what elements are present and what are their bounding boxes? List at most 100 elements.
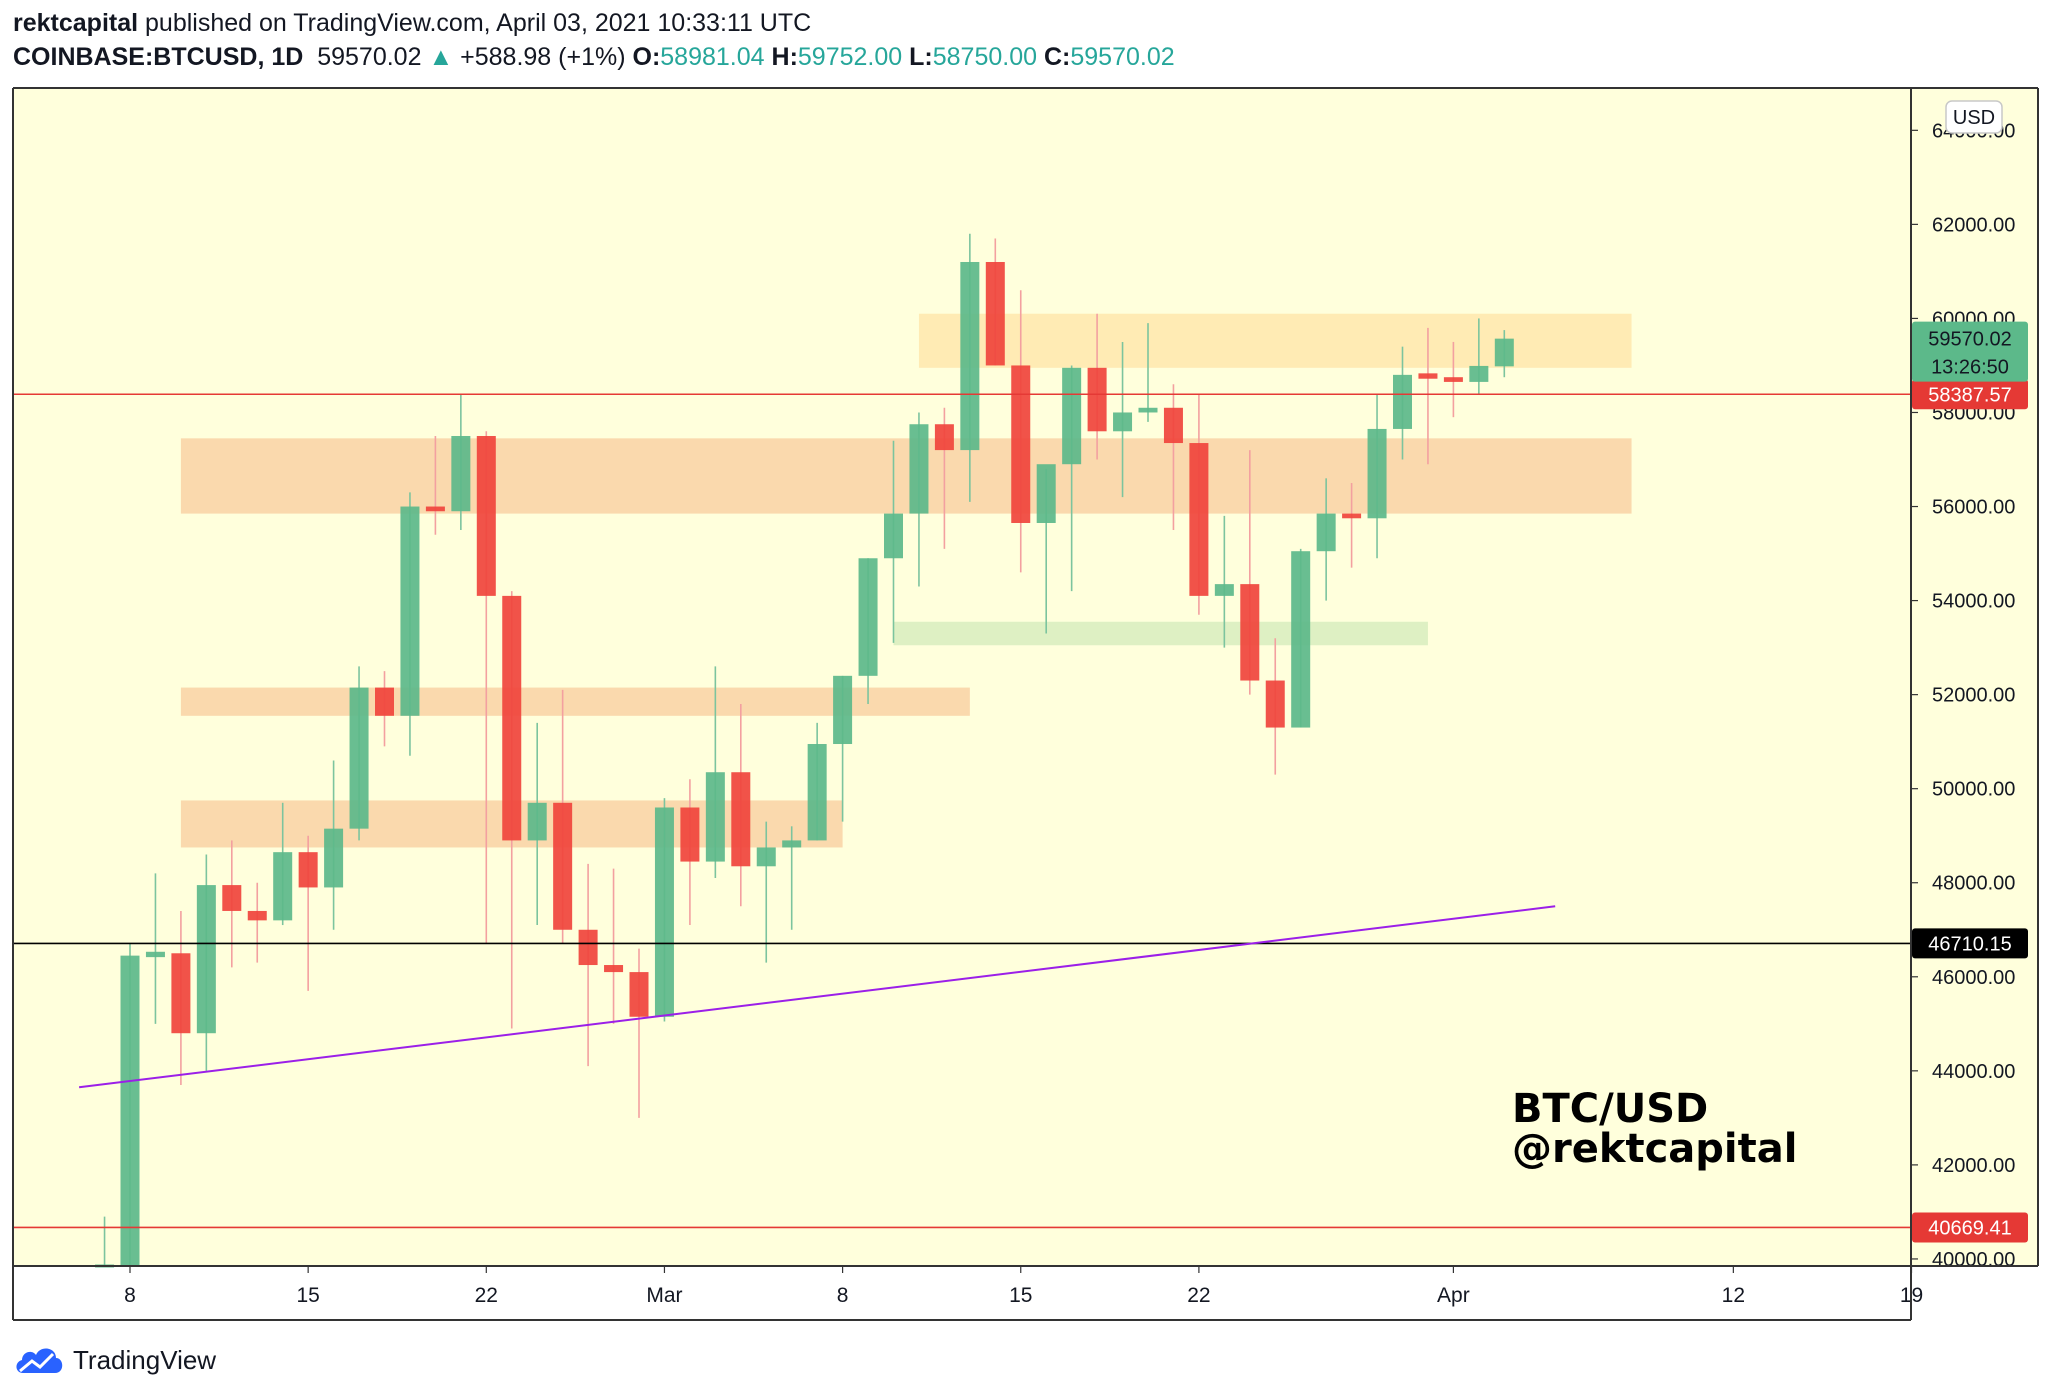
candle-up — [1367, 428, 1387, 519]
price-axis-background[interactable] — [1911, 88, 2038, 1266]
zones-layer — [180, 313, 1632, 848]
line-label-40669.41: 40669.41 — [1928, 1217, 2011, 1239]
x-tick-label: 12 — [1722, 1284, 1745, 1307]
x-tick-label: 15 — [1009, 1284, 1032, 1307]
open-label: O: — [632, 43, 661, 71]
candle-down — [476, 435, 496, 596]
usd-badge[interactable]: USD — [1945, 100, 2003, 134]
candle-down — [934, 424, 954, 451]
ohlc-line: COINBASE:BTCUSD, 1D 59570.02 ▲ +588.98 (… — [13, 40, 1175, 74]
last-price-label: 59570.02 — [1928, 329, 2011, 351]
trendline-layer — [78, 905, 1556, 1089]
candle-up — [960, 261, 980, 451]
candle-up — [527, 802, 547, 841]
candle-down — [731, 772, 751, 867]
candle-down — [247, 910, 267, 921]
tradingview-footer[interactable]: TradingView — [13, 1340, 216, 1380]
line-label-58387.57: 58387.57 — [1928, 384, 2011, 406]
y-tick-label: 48000.00 — [1932, 873, 2015, 895]
line-label-40669.41-box — [1912, 1212, 2028, 1243]
y-tick-label: 54000.00 — [1932, 591, 2015, 613]
candle-up — [273, 852, 293, 921]
change-value: +588.98 (+1%) — [460, 43, 626, 71]
y-tick-label: 44000.00 — [1932, 1061, 2015, 1083]
x-tick-label: 22 — [475, 1284, 498, 1307]
candle-down — [1443, 377, 1463, 382]
x-tick-label: 22 — [1187, 1284, 1210, 1307]
close-value: 59570.02 — [1070, 43, 1175, 71]
y-tick-label: 52000.00 — [1932, 685, 2015, 707]
bodies-layer — [95, 261, 1514, 1268]
candle-up — [833, 675, 853, 745]
high-value: 59752.00 — [797, 43, 903, 71]
candle-down — [1240, 584, 1260, 681]
candle-up — [1036, 464, 1056, 523]
y-tick-label: 46000.00 — [1932, 967, 2015, 989]
trendline — [78, 905, 1556, 1089]
candle-down — [1418, 373, 1438, 379]
bar-countdown-label: 13:26:50 — [1931, 357, 2009, 379]
y-tick-label: 50000.00 — [1932, 779, 2015, 801]
last-price: 59570.02 — [317, 43, 422, 71]
y-tick-label: 62000.00 — [1932, 214, 2015, 236]
x-tick-label: 15 — [296, 1284, 319, 1307]
candle-up — [782, 840, 802, 848]
y-tick-label: 56000.00 — [1932, 497, 2015, 519]
candle-down — [375, 687, 394, 716]
candle-down — [604, 965, 624, 973]
candle-up — [807, 744, 827, 841]
open-value: 58981.04 — [660, 43, 765, 71]
watermark-line-0: BTC/USD — [1512, 1086, 1708, 1132]
candle-down — [680, 807, 700, 862]
horizontal-lines-layer — [13, 393, 1911, 1229]
candle-up — [654, 807, 674, 1017]
candle-down — [1163, 407, 1183, 444]
line-label-58387.57-box — [1912, 379, 2028, 410]
candle-down — [425, 506, 445, 512]
x-tick-label: 8 — [837, 1284, 849, 1307]
line-label-46710.15-box — [1912, 928, 2028, 959]
author-name[interactable]: rektcapital — [13, 9, 139, 37]
published-info: published on TradingView.com, April 03, … — [145, 9, 812, 37]
candle-down — [1342, 513, 1362, 519]
candle-up — [1291, 551, 1311, 728]
watermark: BTC/USD@rektcapital — [1512, 1086, 1797, 1172]
candle-up — [858, 558, 878, 676]
candle-up — [324, 828, 344, 888]
candle-up — [196, 885, 216, 1034]
x-axis: 81522Mar81522Apr1219 — [124, 1266, 1923, 1307]
change-up-icon: ▲ — [428, 43, 454, 71]
candle-up — [1214, 584, 1234, 596]
tradingview-brand: TradingView — [73, 1344, 217, 1375]
candle-up — [1316, 513, 1336, 552]
candle-down — [502, 595, 522, 841]
candle-up — [1138, 407, 1158, 413]
candle-up — [349, 687, 369, 829]
candle-down — [1011, 365, 1031, 523]
candle-down — [1087, 367, 1107, 432]
candle-up — [1494, 338, 1514, 367]
candle-up — [1062, 367, 1082, 465]
candle-up — [884, 513, 903, 559]
candle-up — [400, 506, 420, 716]
high-label: H: — [771, 43, 798, 71]
usd-badge-label: USD — [1953, 107, 1995, 129]
support-zone-1 — [180, 438, 1632, 514]
candle-down — [578, 929, 598, 966]
last-price-box — [1912, 321, 2028, 382]
candle-up — [120, 955, 140, 1266]
candle-down — [171, 953, 191, 1034]
line-label-46710.15: 46710.15 — [1928, 933, 2011, 955]
candle-up — [1393, 374, 1412, 429]
candle-down — [222, 885, 242, 911]
candle-down — [985, 261, 1005, 366]
candle-down — [298, 852, 318, 888]
symbol-label: COINBASE:BTCUSD, 1D — [13, 43, 304, 71]
candle-up — [145, 951, 165, 958]
x-tick-label: Mar — [646, 1284, 682, 1307]
candle-down — [1189, 443, 1209, 596]
close-label: C: — [1043, 43, 1071, 71]
candle-down — [553, 802, 573, 930]
price-chart[interactable]: 40000.00 42000.00 44000.00 46000.00 48000.00… — [0, 0, 2052, 1330]
y-axis: 40000.00 42000.00 44000.00 46000.00 48000.00… — [1911, 120, 2015, 1271]
